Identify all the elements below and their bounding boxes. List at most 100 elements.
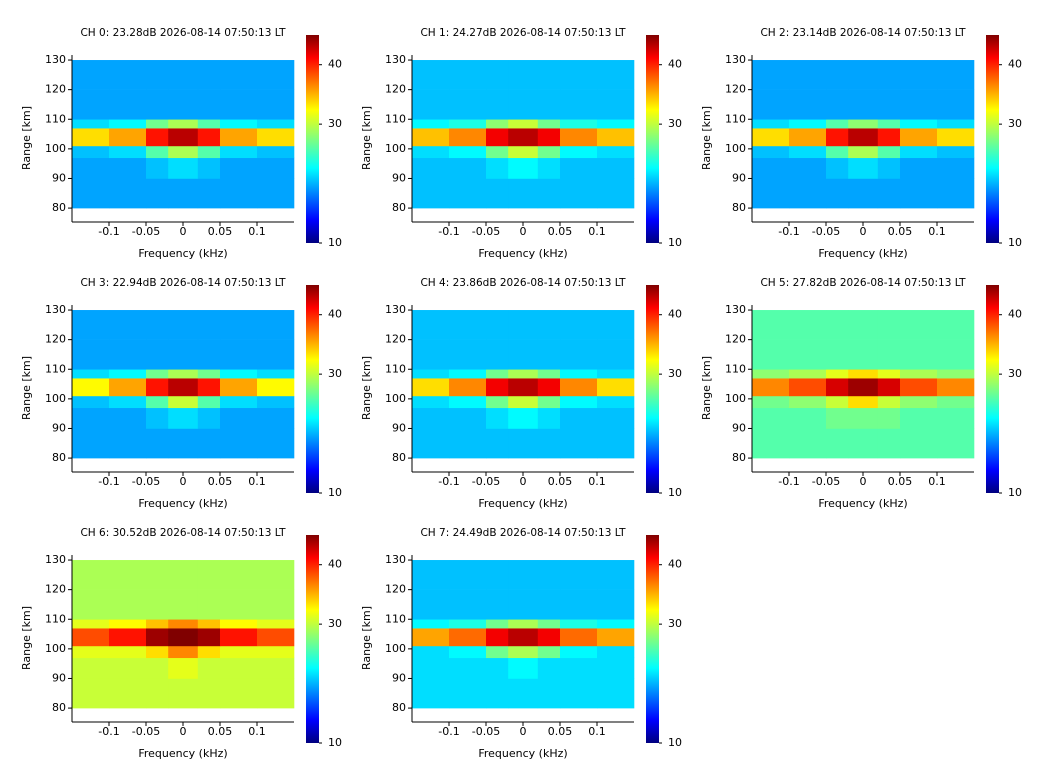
colorbar [986, 285, 999, 493]
heat-cell [72, 407, 110, 429]
heat-cell [560, 395, 598, 409]
heat-cell [449, 619, 487, 629]
colorbar-tick-label: 10 [1008, 486, 1022, 499]
heat-cell [146, 119, 169, 129]
heat-cell [449, 339, 487, 370]
heat-cell [486, 589, 509, 620]
heat-cell [412, 89, 450, 120]
heat-cell [560, 339, 598, 370]
colorbar-tick-label: 10 [1008, 236, 1022, 249]
heat-cell [72, 589, 110, 620]
heat-cell [537, 589, 561, 620]
heat-cell [900, 145, 938, 159]
heat-cell [168, 339, 199, 370]
colorbar-tick-label: 30 [668, 117, 682, 130]
heat-cell [486, 178, 509, 209]
heat-cell [486, 678, 509, 709]
colorbar-tick-label: 30 [668, 367, 682, 380]
heat-cell [220, 619, 258, 629]
heat-cell [826, 178, 849, 209]
heat-cell [146, 628, 169, 647]
heat-cell [486, 645, 509, 659]
heat-cell [508, 628, 539, 647]
y-tick-label: 80 [732, 451, 746, 464]
heat-cell [109, 678, 147, 709]
x-tick-label: 0 [860, 475, 867, 488]
heat-cell [789, 128, 827, 147]
heat-cell [826, 119, 849, 129]
heat-cell [752, 178, 790, 209]
heat-cell [752, 60, 790, 90]
heat-cell [537, 628, 561, 647]
heat-cell [597, 369, 635, 379]
heat-cell [449, 178, 487, 209]
y-tick-label: 110 [725, 112, 746, 125]
y-tick-label: 90 [52, 671, 66, 684]
y-tick-label: 110 [385, 112, 406, 125]
heat-cell [597, 89, 635, 120]
x-tick-label: 0 [180, 225, 187, 238]
heat-cell [900, 119, 938, 129]
heat-cell [146, 678, 169, 709]
heat-cell [412, 60, 450, 90]
y-tick-label: 80 [392, 451, 406, 464]
heat-cell [220, 157, 258, 179]
colorbar [646, 535, 659, 743]
heat-cell [168, 619, 199, 629]
heat-cell [168, 178, 199, 209]
heat-cell [146, 89, 169, 120]
heat-cell [146, 657, 169, 679]
x-tick-label: -0.1 [778, 475, 799, 488]
y-tick-label: 130 [45, 53, 66, 66]
chart-title: CH 0: 23.28dB 2026-08-14 07:50:13 LT [80, 27, 286, 39]
y-tick-label: 120 [385, 583, 406, 596]
heat-cell [900, 378, 938, 397]
heat-cell [877, 128, 901, 147]
heat-cell [486, 628, 509, 647]
heat-cell [449, 628, 487, 647]
chart-title: CH 3: 22.94dB 2026-08-14 07:50:13 LT [80, 277, 286, 289]
x-tick-label: -0.05 [472, 225, 500, 238]
heat-cell [508, 178, 539, 209]
heat-cell [537, 157, 561, 179]
heat-cell [146, 369, 169, 379]
heat-cell [486, 145, 509, 159]
heat-cell [109, 157, 147, 179]
heat-cell [449, 560, 487, 590]
heat-cell [257, 657, 295, 679]
colorbar-tick-label: 10 [328, 736, 342, 749]
heat-cell [560, 678, 598, 709]
heat-cell [220, 89, 258, 120]
heat-cell [449, 428, 487, 459]
heat-cell [109, 628, 147, 647]
x-axis-title: Frequency (kHz) [138, 497, 227, 510]
heat-cell [146, 395, 169, 409]
heat-cell [168, 157, 199, 179]
heat-cell [412, 378, 450, 397]
heat-cell [937, 119, 975, 129]
heat-cell [486, 619, 509, 629]
heat-cell [197, 378, 221, 397]
y-tick-label: 130 [725, 53, 746, 66]
heat-cell [877, 119, 901, 129]
heat-cell [877, 178, 901, 209]
heat-cell [877, 395, 901, 409]
heat-cell [257, 560, 295, 590]
chart-title: CH 1: 24.27dB 2026-08-14 07:50:13 LT [420, 27, 626, 39]
heat-cell [486, 657, 509, 679]
heat-cell [168, 89, 199, 120]
y-tick-label: 120 [45, 583, 66, 596]
heat-cell [72, 678, 110, 709]
heat-cell [109, 645, 147, 659]
heat-cell [146, 128, 169, 147]
heat-cell [257, 428, 295, 459]
heat-cell [877, 60, 901, 90]
colorbar-tick-label: 10 [668, 236, 682, 249]
chart-title: CH 6: 30.52dB 2026-08-14 07:50:13 LT [80, 527, 286, 539]
heat-cell [597, 60, 635, 90]
heat-cell [537, 560, 561, 590]
heat-cell [508, 339, 539, 370]
heat-cell [508, 619, 539, 629]
heat-cell [257, 60, 295, 90]
y-tick-label: 90 [392, 671, 406, 684]
